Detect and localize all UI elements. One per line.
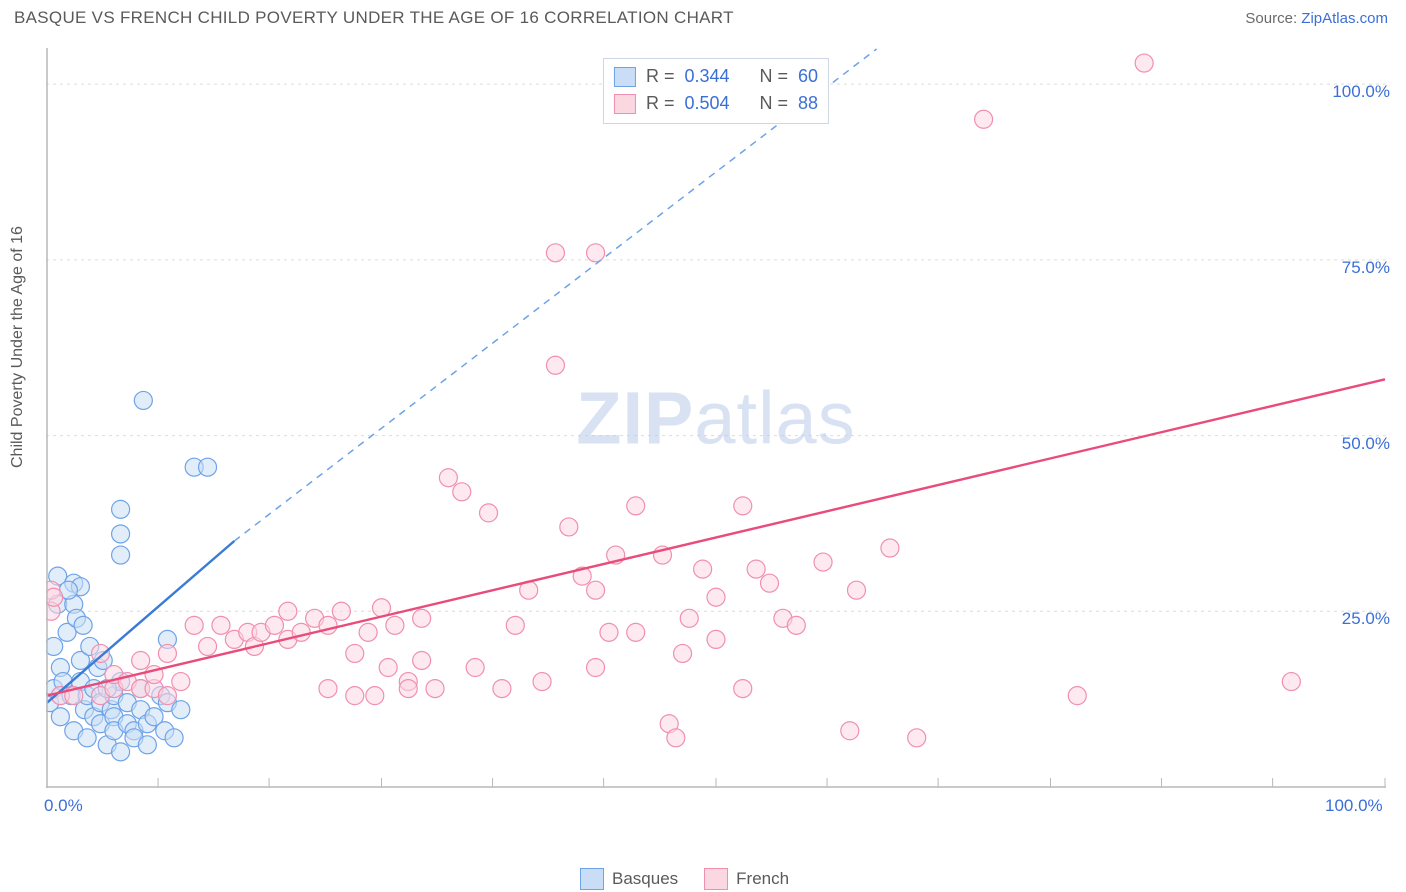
y-tick-label: 25.0%	[1342, 609, 1390, 629]
n-label: N =	[760, 63, 789, 90]
legend-swatch	[580, 868, 604, 890]
r-value: 0.344	[684, 63, 729, 90]
r-value: 0.504	[684, 90, 729, 117]
chart-header: BASQUE VS FRENCH CHILD POVERTY UNDER THE…	[0, 0, 1406, 32]
source-prefix: Source:	[1245, 10, 1301, 27]
series-legend-item: Basques	[580, 868, 678, 890]
y-tick-label: 50.0%	[1342, 434, 1390, 454]
legend-swatch	[614, 67, 636, 87]
correlation-legend: R = 0.344 N = 60 R = 0.504 N = 88	[603, 58, 829, 124]
series-legend-item: French	[704, 868, 789, 890]
chart-area: Child Poverty Under the Age of 16 ZIPatl…	[0, 38, 1406, 892]
series-legend: Basques French	[580, 868, 789, 890]
r-label: R =	[646, 63, 675, 90]
y-tick-label: 100.0%	[1332, 82, 1390, 102]
scatter-plot-svg	[46, 48, 1386, 788]
correlation-legend-row: R = 0.344 N = 60	[614, 63, 818, 90]
chart-source: Source: ZipAtlas.com	[1245, 10, 1388, 27]
r-label: R =	[646, 90, 675, 117]
legend-swatch	[614, 94, 636, 114]
series-label: Basques	[612, 869, 678, 889]
plot-area: ZIPatlas R = 0.344 N = 60 R = 0.504 N = …	[46, 48, 1386, 818]
n-value: 60	[798, 63, 818, 90]
correlation-legend-row: R = 0.504 N = 88	[614, 90, 818, 117]
series-label: French	[736, 869, 789, 889]
source-link[interactable]: ZipAtlas.com	[1301, 10, 1388, 27]
x-tick-label: 100.0%	[1325, 796, 1383, 816]
n-value: 88	[798, 90, 818, 117]
chart-title: BASQUE VS FRENCH CHILD POVERTY UNDER THE…	[14, 8, 734, 28]
y-axis-label: Child Poverty Under the Age of 16	[9, 226, 27, 468]
legend-swatch	[704, 868, 728, 890]
n-label: N =	[760, 90, 789, 117]
y-tick-label: 75.0%	[1342, 258, 1390, 278]
x-tick-label: 0.0%	[44, 796, 83, 816]
